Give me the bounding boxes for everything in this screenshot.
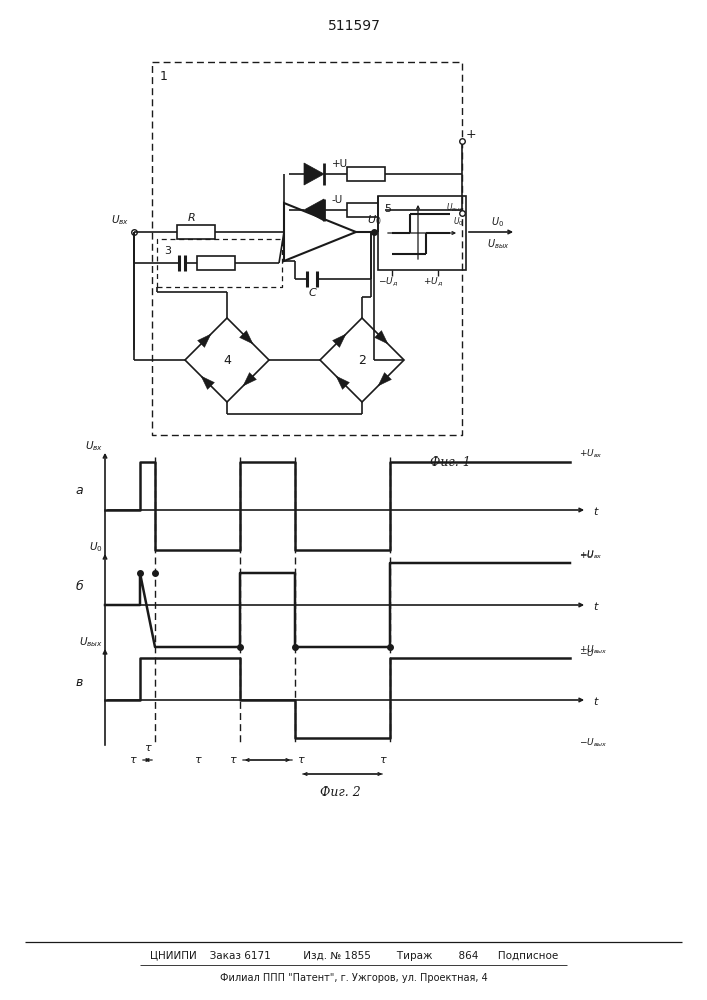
Text: 1: 1 <box>160 70 168 83</box>
Polygon shape <box>378 373 392 386</box>
Text: а: а <box>75 484 83 496</box>
Text: τ: τ <box>297 755 304 765</box>
Text: $U_{вых}$: $U_{вых}$ <box>79 635 103 649</box>
Text: t: t <box>593 697 597 707</box>
Polygon shape <box>332 334 346 347</box>
Text: $U_0$: $U_0$ <box>89 540 103 554</box>
Text: 5: 5 <box>384 204 391 214</box>
Text: $-U$: $-U$ <box>579 647 595 658</box>
Text: $-U_{вых}$: $-U_{вых}$ <box>579 737 607 749</box>
Polygon shape <box>243 373 257 386</box>
Text: Филиал ППП "Патент", г. Ужгоров, ул. Проектная, 4: Филиал ППП "Патент", г. Ужгоров, ул. Про… <box>220 973 488 983</box>
Text: $U_{вых}$: $U_{вых}$ <box>486 237 509 251</box>
Text: в: в <box>76 676 83 688</box>
Text: τ: τ <box>194 755 201 765</box>
Polygon shape <box>240 331 253 344</box>
Polygon shape <box>304 163 324 185</box>
Text: $U_{вх}$: $U_{вх}$ <box>85 439 103 453</box>
Polygon shape <box>304 199 324 221</box>
Text: t: t <box>593 507 597 517</box>
Text: R: R <box>188 213 196 223</box>
Text: τ: τ <box>129 755 136 765</box>
Text: б: б <box>75 580 83 593</box>
Text: $-U_{вх}$: $-U_{вх}$ <box>579 549 602 561</box>
Text: τ: τ <box>229 755 236 765</box>
Text: t: t <box>593 602 597 612</box>
Text: 2: 2 <box>358 354 366 366</box>
Bar <box>347 203 385 217</box>
Text: +: + <box>466 127 477 140</box>
Text: $+U_{вых}$: $+U_{вых}$ <box>579 644 607 656</box>
Text: $U_0$: $U_0$ <box>453 216 464 228</box>
Text: 511597: 511597 <box>327 19 380 33</box>
Bar <box>177 225 215 239</box>
Text: C: C <box>308 288 316 298</box>
Text: τ: τ <box>144 743 151 753</box>
Text: -U: -U <box>332 195 344 205</box>
Text: $+U$: $+U$ <box>579 550 595 560</box>
Text: Фиг. 1: Фиг. 1 <box>430 456 470 470</box>
Text: 4: 4 <box>223 354 231 366</box>
Text: $U_{вых}$: $U_{вых}$ <box>446 202 464 215</box>
Text: τ: τ <box>379 755 386 765</box>
Polygon shape <box>197 334 211 347</box>
Text: $U_0$: $U_0$ <box>367 213 381 227</box>
Text: $U_{вх}$: $U_{вх}$ <box>111 213 129 227</box>
Text: 3: 3 <box>164 246 171 256</box>
Polygon shape <box>336 376 349 389</box>
Text: +U: +U <box>332 159 348 169</box>
Bar <box>197 256 235 270</box>
Text: Фиг. 2: Фиг. 2 <box>320 786 361 798</box>
Text: ЦНИИПИ    Заказ 6171          Изд. № 1855        Тираж        864      Подписное: ЦНИИПИ Заказ 6171 Изд. № 1855 Тираж 864 … <box>150 951 558 961</box>
Text: $U_0$: $U_0$ <box>491 215 505 229</box>
Bar <box>347 167 385 181</box>
Polygon shape <box>201 376 214 389</box>
Text: $-U_д$: $-U_д$ <box>378 276 398 288</box>
Polygon shape <box>375 331 388 344</box>
Text: $+U_{вх}$: $+U_{вх}$ <box>579 448 602 460</box>
Bar <box>378 196 466 270</box>
Text: $+U_д$: $+U_д$ <box>423 276 443 288</box>
